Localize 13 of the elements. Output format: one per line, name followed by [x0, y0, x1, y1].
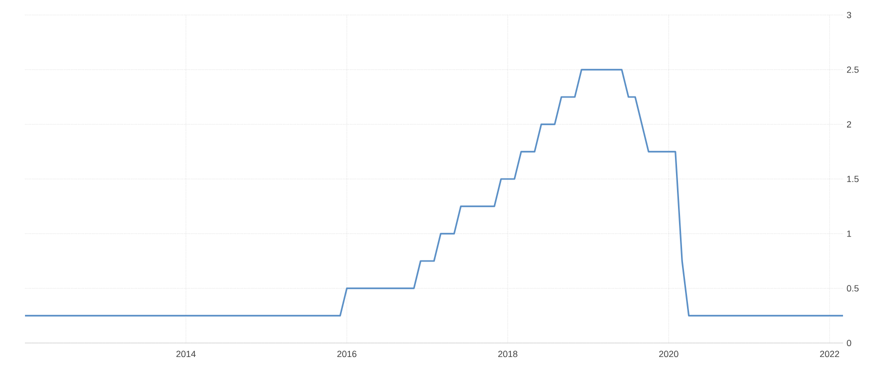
x-tick-label: 2014: [176, 350, 196, 358]
x-tick-label: 2018: [498, 350, 518, 358]
y-tick-label: 2: [846, 121, 852, 128]
y-tick-label: 2.5: [846, 66, 859, 73]
x-tick-label: 2022: [820, 350, 840, 358]
line-series: [24, 68, 844, 316]
y-tick-label: 3: [846, 12, 852, 18]
x-tick-label: 2020: [659, 350, 678, 358]
y-tick-label: 1.5: [847, 176, 859, 182]
y-tick-label: 1: [847, 230, 852, 237]
x-tick-label: 2016: [337, 350, 356, 358]
y-tick-label: 0: [846, 340, 852, 346]
y-tick-label: 0.5: [846, 285, 859, 292]
